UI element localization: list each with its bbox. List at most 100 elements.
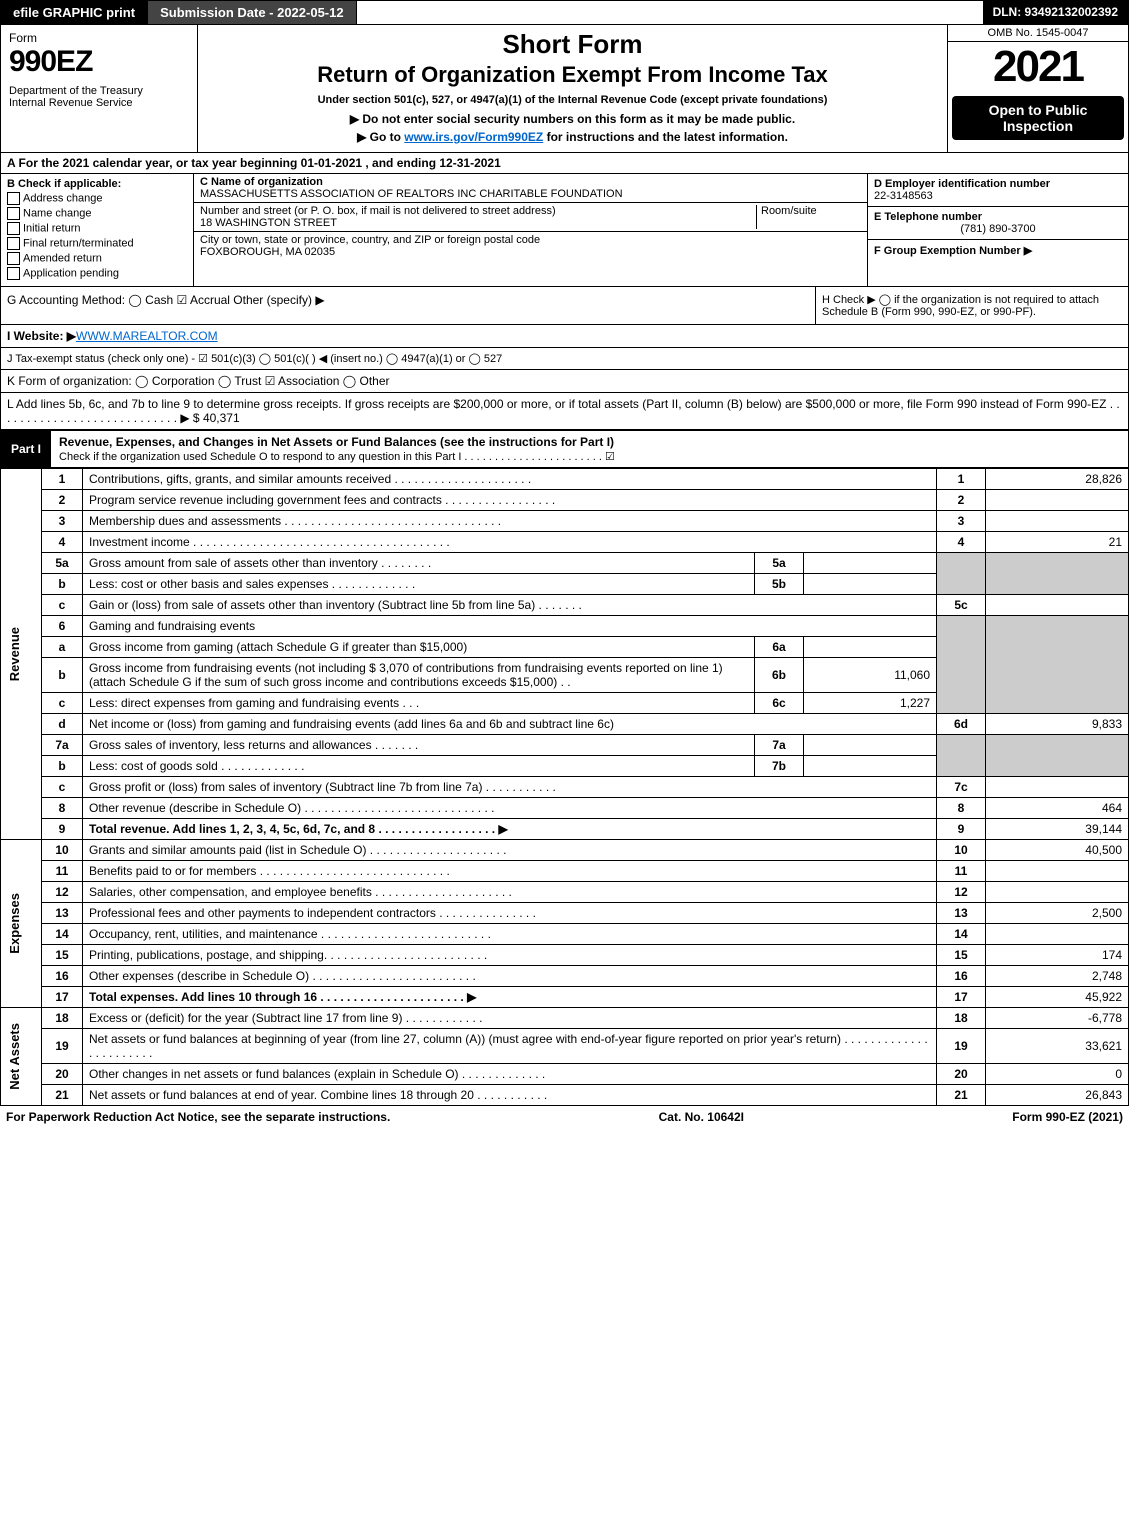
tax-year: 2021 xyxy=(948,42,1128,92)
arrow-2-post: for instructions and the latest informat… xyxy=(543,130,788,144)
line-6b-mv: 11,060 xyxy=(804,658,937,693)
line-9-val: 39,144 xyxy=(986,819,1129,840)
form-number: 990EZ xyxy=(9,45,189,79)
line-19-val: 33,621 xyxy=(986,1029,1129,1064)
line-3: Membership dues and assessments . . . . … xyxy=(83,511,937,532)
arrow-2-pre: ▶ Go to xyxy=(357,130,404,144)
f-label: F Group Exemption Number ▶ xyxy=(874,245,1032,257)
line-16-val: 2,748 xyxy=(986,966,1129,987)
line-6a: Gross income from gaming (attach Schedul… xyxy=(83,637,755,658)
line-6b-n: 6b xyxy=(755,658,804,693)
i-pre: I Website: ▶ xyxy=(7,329,76,343)
section-l: L Add lines 5b, 6c, and 7b to line 9 to … xyxy=(0,393,1129,430)
line-16: Other expenses (describe in Schedule O) … xyxy=(83,966,937,987)
ein: 22-3148563 xyxy=(874,190,933,202)
return-title: Return of Organization Exempt From Incom… xyxy=(206,62,939,88)
line-2: Program service revenue including govern… xyxy=(83,490,937,511)
line-6d: Net income or (loss) from gaming and fun… xyxy=(83,714,937,735)
line-21-val: 26,843 xyxy=(986,1085,1129,1106)
short-form-title: Short Form xyxy=(206,29,939,60)
dln: DLN: 93492132002392 xyxy=(983,1,1128,24)
section-a: A For the 2021 calendar year, or tax yea… xyxy=(0,153,1129,174)
arrow-2: ▶ Go to www.irs.gov/Form990EZ for instru… xyxy=(206,130,939,144)
d-label: D Employer identification number xyxy=(874,178,1050,190)
revenue-label: Revenue xyxy=(7,627,22,681)
efile-print-button[interactable]: efile GRAPHIC print xyxy=(1,1,148,24)
part-1-header: Part I Revenue, Expenses, and Changes in… xyxy=(0,430,1129,468)
form-header: Form 990EZ Department of the Treasury In… xyxy=(0,25,1129,153)
cb-amended[interactable]: Amended return xyxy=(23,252,102,264)
line-10-val: 40,500 xyxy=(986,840,1129,861)
footer-right: Form 990-EZ (2021) xyxy=(1012,1110,1123,1124)
cb-pending[interactable]: Application pending xyxy=(23,267,119,279)
under-section: Under section 501(c), 527, or 4947(a)(1)… xyxy=(206,94,939,106)
line-5a: Gross amount from sale of assets other t… xyxy=(83,553,755,574)
line-7b: Less: cost of goods sold . . . . . . . .… xyxy=(83,756,755,777)
line-12-val xyxy=(986,882,1129,903)
line-21: Net assets or fund balances at end of ye… xyxy=(83,1085,937,1106)
line-9: Total revenue. Add lines 1, 2, 3, 4, 5c,… xyxy=(83,819,937,840)
line-5b-mv xyxy=(804,574,937,595)
line-5a-mv xyxy=(804,553,937,574)
cb-address[interactable]: Address change xyxy=(23,192,103,204)
line-15: Printing, publications, postage, and shi… xyxy=(83,945,937,966)
line-18-val: -6,778 xyxy=(986,1008,1129,1029)
phone: (781) 890-3700 xyxy=(874,223,1122,235)
line-13-val: 2,500 xyxy=(986,903,1129,924)
line-20-val: 0 xyxy=(986,1064,1129,1085)
line-7b-mv xyxy=(804,756,937,777)
section-c: C Name of organization MASSACHUSETTS ASS… xyxy=(194,174,867,286)
submission-date: Submission Date - 2022-05-12 xyxy=(148,1,357,24)
omb: OMB No. 1545-0047 xyxy=(948,25,1128,42)
line-7c: Gross profit or (loss) from sales of inv… xyxy=(83,777,937,798)
line-7c-val xyxy=(986,777,1129,798)
section-d-e-f: D Employer identification number 22-3148… xyxy=(867,174,1128,286)
line-19: Net assets or fund balances at beginning… xyxy=(83,1029,937,1064)
line-6b: Gross income from fundraising events (no… xyxy=(83,658,755,693)
line-5a-n: 5a xyxy=(755,553,804,574)
line-13: Professional fees and other payments to … xyxy=(83,903,937,924)
e-label: E Telephone number xyxy=(874,211,982,223)
street: 18 WASHINGTON STREET xyxy=(200,217,337,229)
section-g: G Accounting Method: ◯ Cash ☑ Accrual Ot… xyxy=(1,287,815,324)
line-11-val xyxy=(986,861,1129,882)
line-2-val xyxy=(986,490,1129,511)
line-6d-val: 9,833 xyxy=(986,714,1129,735)
line-7b-n: 7b xyxy=(755,756,804,777)
website-link[interactable]: WWW.MAREALTOR.COM xyxy=(76,329,218,343)
section-i: I Website: ▶WWW.MAREALTOR.COM xyxy=(0,325,1129,348)
line-6a-n: 6a xyxy=(755,637,804,658)
line-14-val xyxy=(986,924,1129,945)
org-name: MASSACHUSETTS ASSOCIATION OF REALTORS IN… xyxy=(200,188,861,200)
cb-initial[interactable]: Initial return xyxy=(23,222,80,234)
arrow-1: ▶ Do not enter social security numbers o… xyxy=(206,112,939,126)
section-j: J Tax-exempt status (check only one) - ☑… xyxy=(0,348,1129,370)
line-8: Other revenue (describe in Schedule O) .… xyxy=(83,798,937,819)
part-1-tag: Part I xyxy=(1,438,51,460)
line-17: Total expenses. Add lines 10 through 16 … xyxy=(83,987,937,1008)
cb-name[interactable]: Name change xyxy=(23,207,92,219)
city-label: City or town, state or province, country… xyxy=(200,234,861,246)
line-5b-n: 5b xyxy=(755,574,804,595)
section-b: B Check if applicable: Address change Na… xyxy=(1,174,194,286)
footer-mid: Cat. No. 10642I xyxy=(659,1110,744,1124)
irs-link[interactable]: www.irs.gov/Form990EZ xyxy=(404,130,543,144)
line-12: Salaries, other compensation, and employ… xyxy=(83,882,937,903)
top-bar: efile GRAPHIC print Submission Date - 20… xyxy=(0,0,1129,25)
line-5c: Gain or (loss) from sale of assets other… xyxy=(83,595,937,616)
part-1-title: Revenue, Expenses, and Changes in Net As… xyxy=(59,435,614,449)
line-15-val: 174 xyxy=(986,945,1129,966)
section-b-title: B Check if applicable: xyxy=(7,178,121,190)
line-3-val xyxy=(986,511,1129,532)
section-b-c-d-e-f: B Check if applicable: Address change Na… xyxy=(0,174,1129,287)
line-6c: Less: direct expenses from gaming and fu… xyxy=(83,693,755,714)
line-20: Other changes in net assets or fund bala… xyxy=(83,1064,937,1085)
form-word: Form xyxy=(9,31,189,45)
section-g-h: G Accounting Method: ◯ Cash ☑ Accrual Ot… xyxy=(0,287,1129,325)
line-6c-mv: 1,227 xyxy=(804,693,937,714)
lines-table: Revenue 1Contributions, gifts, grants, a… xyxy=(0,468,1129,1106)
line-4-val: 21 xyxy=(986,532,1129,553)
cb-final[interactable]: Final return/terminated xyxy=(23,237,134,249)
line-7a-n: 7a xyxy=(755,735,804,756)
line-17-val: 45,922 xyxy=(986,987,1129,1008)
